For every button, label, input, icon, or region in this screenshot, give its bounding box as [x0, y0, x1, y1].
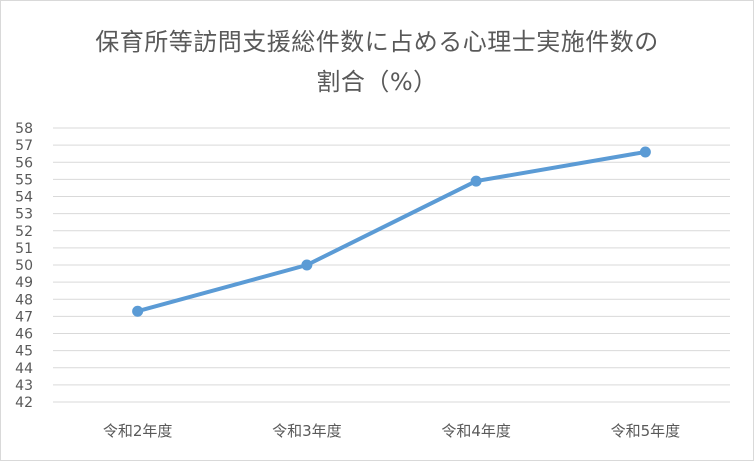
data-point-4 — [639, 146, 651, 158]
x-category-label-2: 令和3年度 — [272, 422, 342, 440]
y-tick-label-54: 54 — [15, 190, 33, 206]
y-tick-label-48: 48 — [15, 292, 33, 308]
y-tick-label-51: 51 — [15, 241, 33, 257]
gridlines — [53, 127, 730, 403]
y-tick-label-45: 45 — [15, 344, 33, 360]
x-category-label-1: 令和2年度 — [103, 422, 173, 440]
y-tick-label-49: 49 — [15, 275, 33, 291]
data-point-2 — [301, 259, 313, 271]
y-tick-label-43: 43 — [15, 378, 33, 394]
y-tick-label-42: 42 — [15, 395, 33, 411]
y-tick-label-53: 53 — [15, 207, 33, 223]
y-tick-label-52: 52 — [15, 224, 33, 240]
data-point-3 — [470, 175, 482, 187]
x-category-label-4: 令和5年度 — [611, 422, 681, 440]
series-line-1 — [135, 149, 648, 314]
y-tick-label-50: 50 — [15, 258, 33, 274]
data-series — [132, 146, 651, 317]
y-tick-label-44: 44 — [15, 361, 33, 377]
y-tick-label-47: 47 — [15, 309, 33, 325]
y-tick-label-57: 57 — [15, 138, 33, 154]
y-tick-label-46: 46 — [15, 327, 33, 343]
x-category-label-3: 令和4年度 — [441, 422, 511, 440]
y-tick-label-58: 58 — [15, 121, 33, 137]
chart-title-line2: 割合（%） — [316, 68, 438, 96]
x-axis-category-labels: 令和2年度 令和3年度 令和4年度 令和5年度 — [103, 422, 680, 440]
chart-title-line1: 保育所等訪問支援総件数に占める心理士実施件数の — [95, 28, 659, 56]
data-point-1 — [132, 305, 144, 317]
y-tick-label-56: 56 — [15, 155, 33, 171]
y-tick-label-55: 55 — [15, 172, 33, 188]
